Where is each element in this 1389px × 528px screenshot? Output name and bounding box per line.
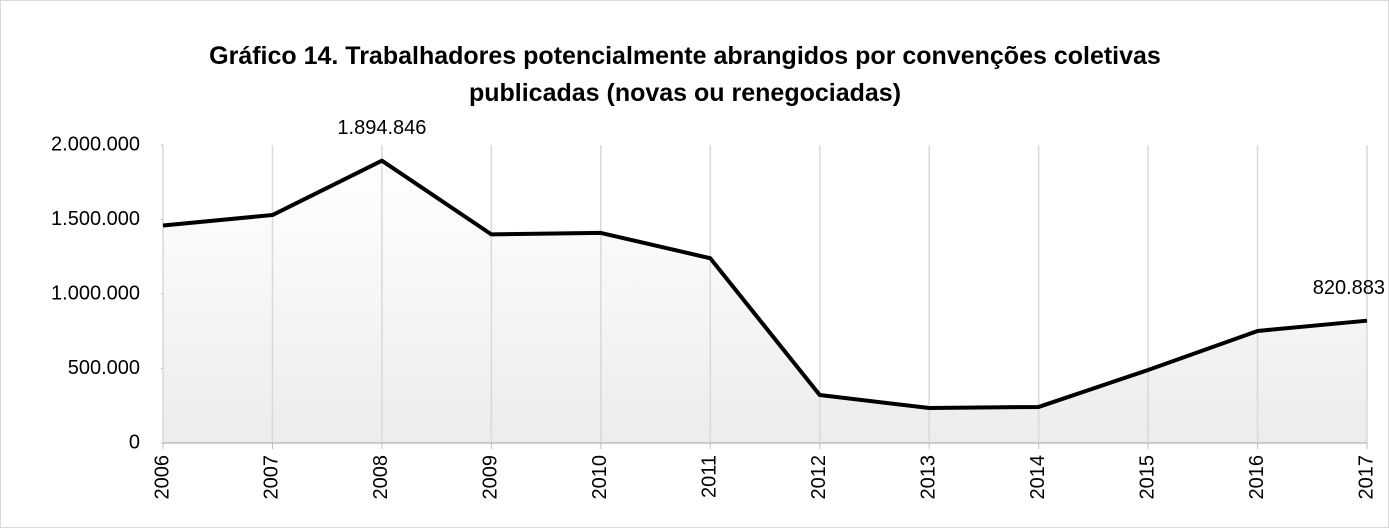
x-tick-label: 2006 <box>151 455 173 500</box>
area-fill <box>163 160 1367 443</box>
line <box>162 158 1368 410</box>
x-tick-label: 2012 <box>808 455 830 500</box>
y-tick-label: 500.000 <box>68 357 140 379</box>
x-tick-label: 2017 <box>1355 455 1377 500</box>
x-tick-label: 2014 <box>1027 455 1049 500</box>
x-tick-label: 2016 <box>1246 455 1268 500</box>
data-label: 1.894.846 <box>337 117 426 139</box>
x-tick-label: 2008 <box>370 455 392 500</box>
y-tick-label: 1.500.000 <box>51 208 140 230</box>
chart-title: Gráfico 14. Trabalhadores potencialmente… <box>209 42 1161 107</box>
y-tick-label: 2.000.000 <box>51 133 140 155</box>
y-tick-label: 1.000.000 <box>51 282 140 304</box>
x-tick-label: 2009 <box>480 455 502 500</box>
x-tick-label: 2007 <box>261 455 283 500</box>
x-tick-label: 2011 <box>699 455 721 498</box>
x-tick-label: 2015 <box>1136 455 1158 500</box>
y-tick-label: 0 <box>129 431 140 453</box>
x-tick-label: 2013 <box>917 455 939 500</box>
data-label: 820.883 <box>1313 277 1385 299</box>
x-tick-label: 2010 <box>589 455 611 500</box>
